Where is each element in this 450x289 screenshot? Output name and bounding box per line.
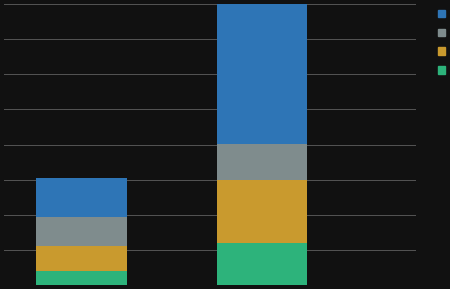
Bar	[36, 218, 126, 246]
Bar	[36, 271, 126, 285]
Legend: , , , : , , ,	[438, 9, 448, 75]
Bar	[217, 4, 307, 144]
Bar	[36, 246, 126, 271]
Bar	[217, 179, 307, 243]
Bar	[36, 178, 126, 218]
Bar	[217, 243, 307, 285]
Bar	[217, 144, 307, 179]
